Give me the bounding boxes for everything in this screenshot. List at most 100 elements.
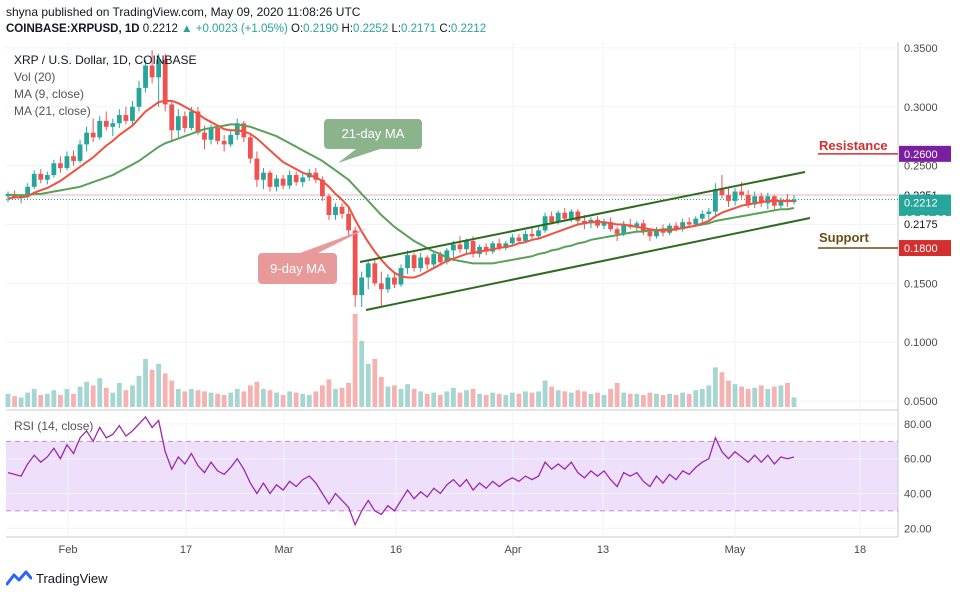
price-tag [899,215,951,232]
volume-bar [726,380,731,407]
candle-body [654,229,659,237]
volume-bar [614,383,620,407]
volume-bars [5,314,797,407]
candle-body [346,213,351,231]
time-tick-label: Feb [59,544,78,556]
volume-bar [568,392,574,407]
ma21-callout-shape [324,119,422,163]
candle-body [162,59,168,105]
volume-bar [686,393,692,407]
ohlc-header: COINBASE:XRPUSD, 1D 0.2212 ▲ +0.0023 (+1… [6,23,486,35]
candle-body [444,250,450,263]
candle-body [169,104,175,131]
candle-body [103,120,109,127]
volume-bar [346,383,351,407]
volume-bar [791,397,797,407]
candle-body [90,132,96,138]
volume-bar [470,389,476,407]
candle-body [555,212,561,223]
tradingview-logo-icon [6,570,32,586]
volume-bar [333,389,338,407]
volume-bar [234,389,240,407]
volume-bar [575,390,581,407]
candle-body [293,175,299,183]
candle-body [116,115,122,124]
candle-body [97,120,103,138]
volume-bar [18,397,24,407]
volume-bar [411,389,417,407]
candle-body [221,140,227,145]
rsi-axis-ticks: 80.00 60.00 40.00 20.00 [904,419,932,535]
candle-body [608,222,613,230]
price-tick-label: 0.1000 [904,337,938,349]
price-axis-ticks: 0.3500 0.3000 0.2500 0.1500 0.1000 0.0500 [904,43,938,408]
volume-bar [385,386,391,407]
volume-bar [490,392,496,407]
candle-body [778,199,784,206]
candle-body [758,196,764,204]
candle-body [516,237,522,241]
candle-body [680,222,686,230]
volume-bar [287,391,293,407]
price-tick-label: 0.3500 [904,43,938,55]
volume-bar [464,390,469,407]
volume-bar [156,363,162,407]
symbol-label: COINBASE:XRPUSD, 1D [6,23,140,35]
candle-body [621,224,627,234]
candle-body [490,243,496,252]
volume-bar [254,381,260,407]
volume-bar [444,391,450,407]
price-tag-label: 0.2212 [904,198,938,210]
candle-body [234,123,240,136]
volume-bar [758,385,764,407]
candle-body [424,257,430,265]
legend-ma21: MA (21, close) [14,104,91,118]
candle-body [110,123,116,127]
volume-bar [752,387,758,407]
volume-bar [516,393,522,407]
time-tick-label: Apr [504,544,521,556]
close-label: C: [439,23,451,35]
candle-body [84,132,89,145]
volume-bar [699,389,705,407]
candle-body [568,211,574,219]
candle-body [601,222,607,226]
volume-bar [378,377,384,407]
volume-bar [103,387,109,407]
volume-bar [274,392,279,407]
ma21-callout-text: 21-day MA [342,126,405,141]
volume-bar [647,392,653,407]
candle-body [130,106,135,121]
rsi-tick-label: 80.00 [904,419,932,431]
candle-body [503,243,509,249]
candle-body [686,222,692,225]
price-tick-label: 0.3000 [904,102,938,114]
volume-bar [477,393,482,407]
candle-body [267,172,273,187]
volume-bar [51,390,57,407]
volume-bar [320,385,325,407]
candle-body [136,87,142,107]
candle-body [372,263,378,284]
volume-bar [745,389,751,407]
volume-bar [365,363,371,407]
volume-bar [582,391,587,407]
last-price: 0.2212 [142,23,178,35]
candle-body [156,59,162,78]
low-label: L: [391,23,402,35]
ma21-line [8,123,795,265]
volume-bar [713,367,718,407]
volume-bar [719,372,725,407]
volume-bar [660,395,666,407]
volume-bar [97,378,103,407]
candle-body [451,244,456,251]
ma21-callout: 21-day MA [324,119,422,163]
candle-body [739,191,744,196]
candle-body [365,263,371,278]
volume-bar [667,393,672,407]
tradingview-logo: TradingView [6,570,108,586]
candle-body [123,115,129,121]
candle-body [149,65,155,78]
volume-bar [634,393,640,407]
